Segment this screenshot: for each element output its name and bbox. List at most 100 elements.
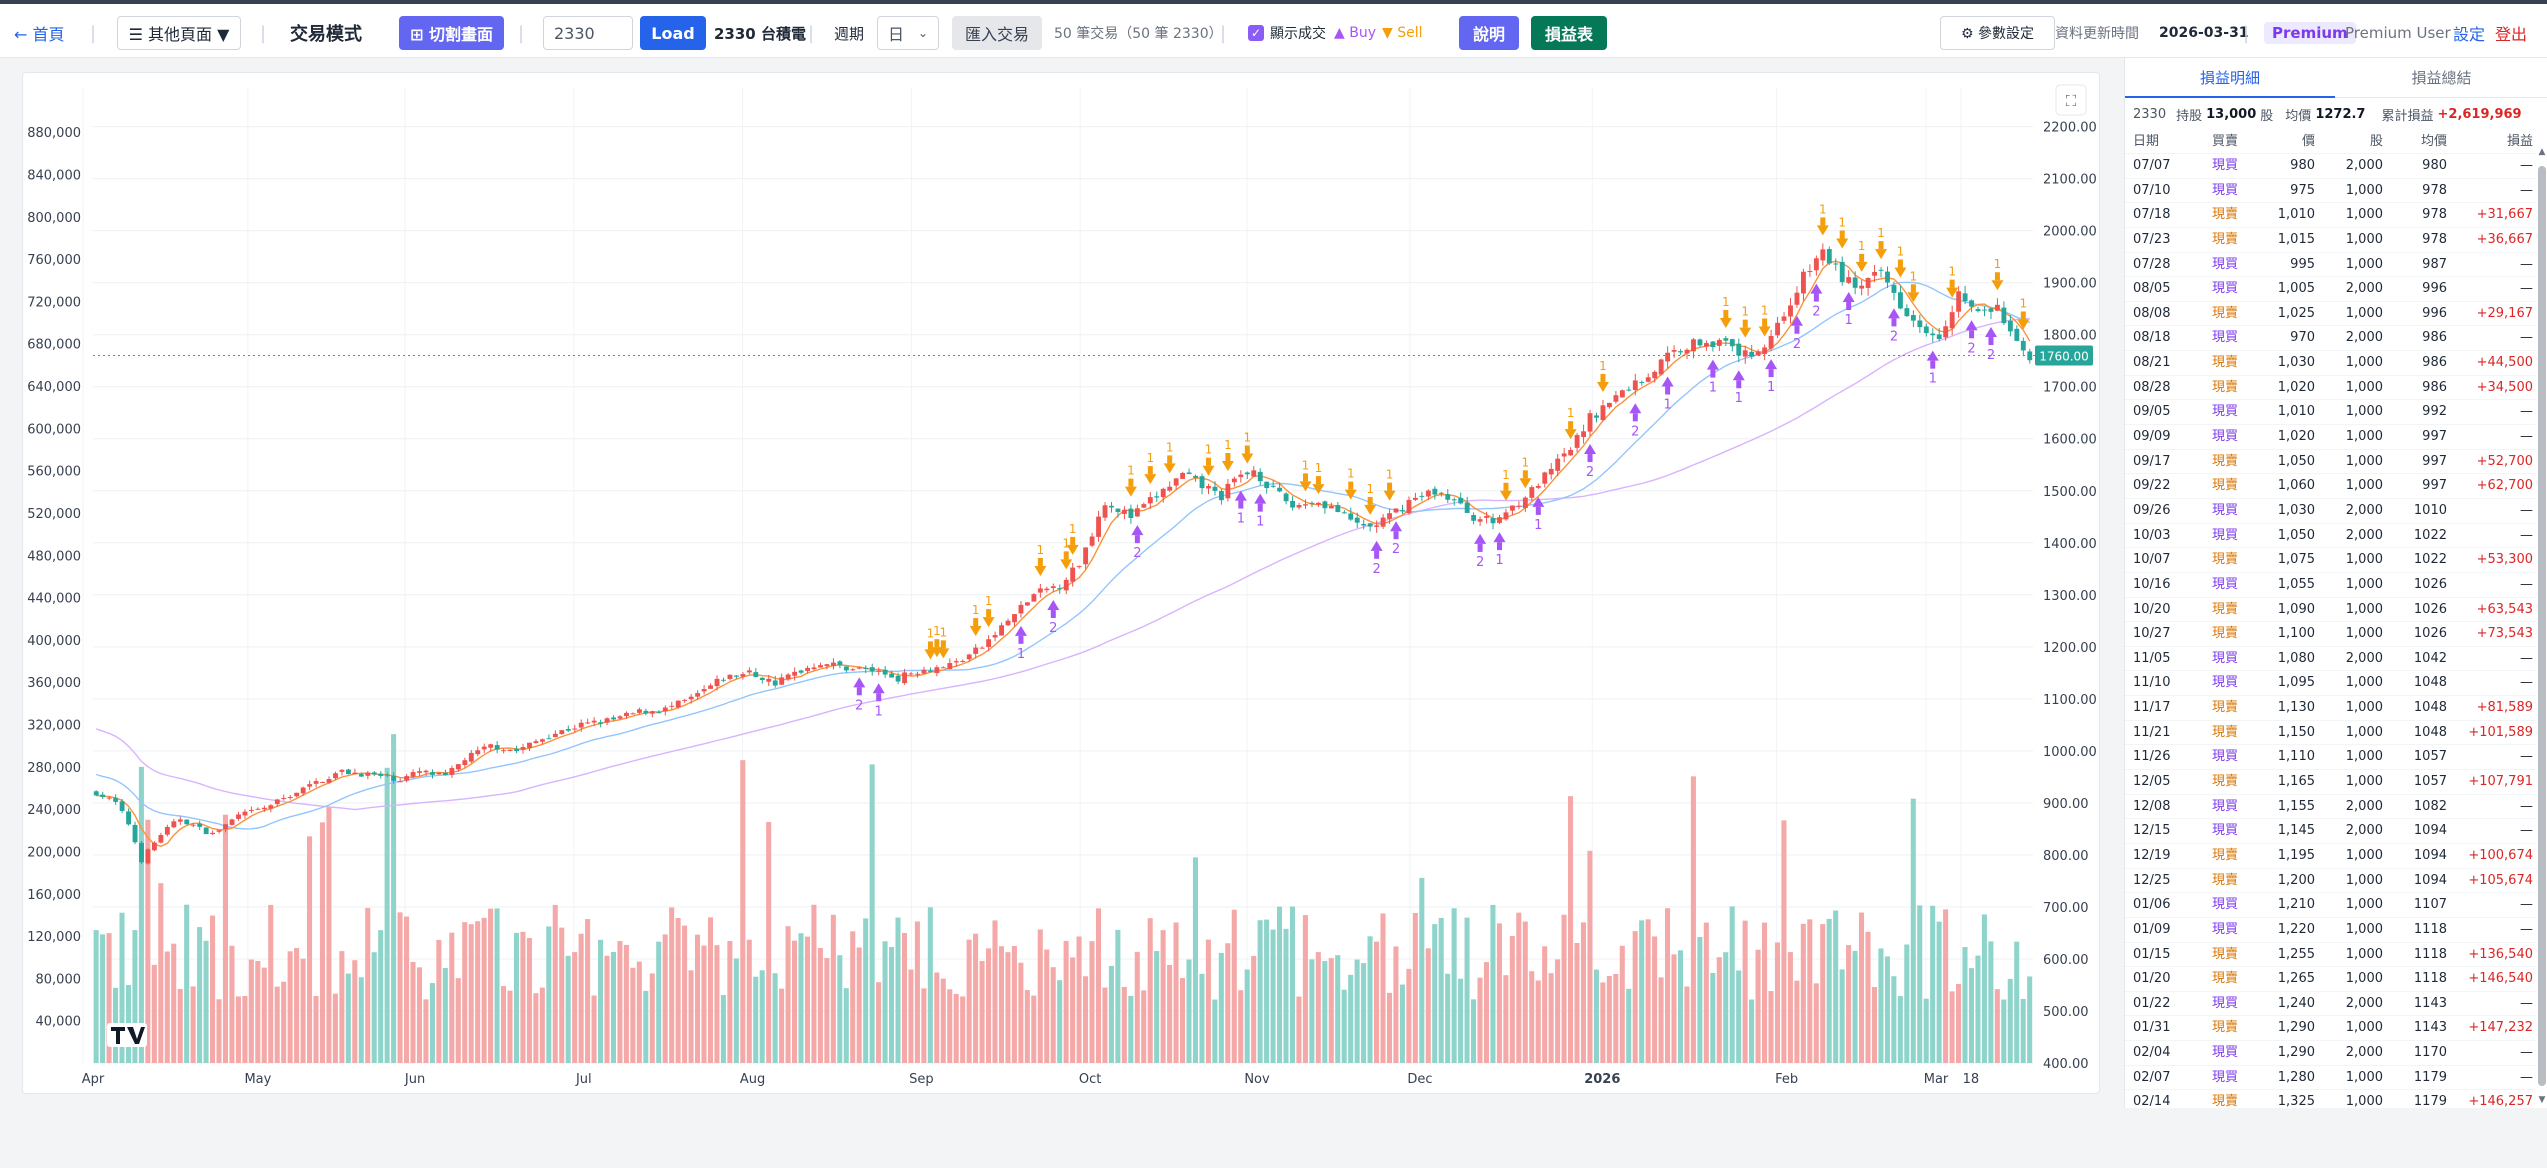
table-row[interactable]: 01/31 現賣 1,290 1,000 1143 +147,232 [2125, 1016, 2535, 1042]
table-row[interactable]: 08/18 現買 970 2,000 986 — [2125, 326, 2535, 352]
table-row[interactable]: 12/05 現賣 1,165 1,000 1057 +107,791 [2125, 770, 2535, 795]
sell-marker-count: 1 [1877, 226, 1885, 240]
table-row[interactable]: 12/25 現賣 1,200 1,000 1094 +105,674 [2125, 869, 2535, 894]
settings-link[interactable]: 設定 [2453, 25, 2486, 44]
volume-bar [1095, 908, 1101, 1063]
table-row[interactable]: 10/16 現買 1,055 1,000 1026 — [2125, 573, 2535, 598]
help-button[interactable]: 說明 [1459, 16, 1519, 50]
params-settings-button[interactable]: ⚙ 參數設定 [1940, 16, 2055, 50]
table-row[interactable]: 09/26 現買 1,030 2,000 1010 — [2125, 499, 2535, 524]
table-row[interactable]: 08/05 現買 1,005 2,000 996 — [2125, 277, 2535, 302]
table-row[interactable]: 08/21 現賣 1,030 1,000 986 +44,500 [2125, 351, 2535, 376]
table-row[interactable]: 01/15 現賣 1,255 1,000 1118 +136,540 [2125, 943, 2535, 968]
table-row[interactable]: 09/09 現買 1,020 1,000 997 — [2125, 425, 2535, 450]
volume-bar [572, 952, 578, 1063]
scroll-up-icon[interactable]: ▲ [2538, 147, 2546, 157]
price-tick-label: 1200.00 [2043, 641, 2097, 656]
sell-marker-stem [1387, 482, 1393, 491]
candle-body [831, 662, 836, 666]
table-row[interactable]: 11/05 現買 1,080 2,000 1042 — [2125, 647, 2535, 672]
split-view-button[interactable]: ⊞ 切割畫面 [399, 16, 504, 50]
cell-pnl: — [2520, 330, 2533, 346]
cell-qty: 1,000 [2345, 404, 2383, 420]
table-row[interactable]: 01/20 現賣 1,265 1,000 1118 +146,540 [2125, 967, 2535, 992]
table-row[interactable]: 10/20 現賣 1,090 1,000 1026 +63,543 [2125, 598, 2535, 623]
cell-date: 12/19 [2133, 847, 2171, 863]
table-row[interactable]: 08/28 現賣 1,020 1,000 986 +34,500 [2125, 376, 2535, 401]
candle-body [1141, 504, 1147, 508]
data-update-date: 2026-03-31 [2159, 25, 2249, 41]
load-button[interactable]: Load [640, 16, 706, 50]
table-row[interactable]: 01/06 現買 1,210 1,000 1107 — [2125, 893, 2535, 918]
buy-marker-stem [1257, 503, 1263, 512]
table-row[interactable]: 09/17 現賣 1,050 1,000 997 +52,700 [2125, 450, 2535, 475]
candle-body [624, 712, 629, 717]
table-row[interactable]: 09/22 現賣 1,060 1,000 997 +62,700 [2125, 474, 2535, 499]
home-link[interactable]: ← 首頁 [14, 25, 65, 44]
table-row[interactable]: 01/09 現買 1,220 1,000 1118 — [2125, 918, 2535, 943]
buy-marker-stem [1969, 330, 1975, 339]
table-row[interactable]: 08/08 現賣 1,025 1,000 996 +29,167 [2125, 302, 2535, 327]
volume-bar [1063, 940, 1069, 1063]
table-row[interactable]: 07/07 現買 980 2,000 980 — [2125, 154, 2535, 179]
candle-body [268, 805, 274, 809]
candle-body [1710, 341, 1716, 348]
table-row[interactable]: 07/10 現買 975 1,000 978 — [2125, 179, 2535, 204]
table-row[interactable]: 11/17 現賣 1,130 1,000 1048 +81,589 [2125, 696, 2535, 721]
x-tick-label: Mar [1924, 1072, 1949, 1087]
candle-body [598, 722, 604, 724]
other-pages-dropdown[interactable]: ☰ 其他頁面 ▼ [117, 16, 241, 50]
table-row[interactable]: 07/28 現買 995 1,000 987 — [2125, 253, 2535, 278]
tab-pnl-detail[interactable]: 損益明細 [2125, 58, 2335, 98]
volume-bar [520, 931, 526, 1063]
sell-marker-stem [1839, 230, 1845, 239]
candle-body [669, 705, 675, 707]
cell-side: 現賣 [2211, 453, 2238, 469]
table-row[interactable]: 11/21 現賣 1,150 1,000 1048 +101,589 [2125, 721, 2535, 746]
sell-marker-icon [1060, 559, 1073, 570]
cell-price: 1,100 [2277, 626, 2315, 642]
candle-body [514, 748, 519, 752]
volume-bar [940, 978, 946, 1063]
candle-body [255, 808, 261, 810]
logout-link[interactable]: 登出 [2495, 25, 2528, 44]
candle-body [798, 670, 804, 673]
candle-body [1438, 492, 1444, 494]
divider: | [518, 22, 525, 44]
table-row[interactable]: 10/07 現賣 1,075 1,000 1022 +53,300 [2125, 548, 2535, 573]
sell-marker-stem [1762, 318, 1768, 327]
table-row[interactable]: 11/26 現買 1,110 1,000 1057 — [2125, 745, 2535, 771]
scroll-down-icon[interactable]: ▼ [2538, 1095, 2546, 1105]
buy-marker-stem [1393, 531, 1399, 540]
table-row[interactable]: 12/15 現買 1,145 2,000 1094 — [2125, 819, 2535, 844]
table-row[interactable]: 10/27 現賣 1,100 1,000 1026 +73,543 [2125, 622, 2535, 647]
tab-pnl-summary[interactable]: 損益總結 [2335, 58, 2547, 98]
table-row[interactable]: 12/08 現買 1,155 2,000 1082 — [2125, 795, 2535, 820]
import-trades-button[interactable]: 匯入交易 [952, 16, 1042, 50]
cell-qty: 1,000 [2345, 749, 2383, 765]
scrollbar[interactable]: ▲ ▼ [2535, 146, 2547, 1106]
table-row[interactable]: 10/03 現買 1,050 2,000 1022 — [2125, 524, 2535, 549]
table-row[interactable]: 11/10 現買 1,095 1,000 1048 — [2125, 671, 2535, 697]
table-row[interactable]: 07/18 現賣 1,010 1,000 978 +31,667 [2125, 203, 2535, 228]
table-row[interactable]: 02/14 現賣 1,325 1,000 1179 +146,257 [2125, 1090, 2535, 1115]
show-trades-toggle[interactable]: ✓ 顯示成交 ▲ Buy ▼ Sell [1248, 16, 1422, 50]
volume-bar [1639, 920, 1645, 1063]
volume-bar [546, 926, 552, 1063]
x-tick-label: Jun [404, 1072, 425, 1087]
candle-body [1219, 490, 1224, 501]
period-select[interactable]: 日 ⌄ [877, 16, 939, 50]
table-row[interactable]: 02/04 現買 1,290 2,000 1170 — [2125, 1041, 2535, 1066]
pnl-table-button[interactable]: 損益表 [1531, 16, 1607, 50]
volume-bar [1464, 917, 1470, 1063]
scrollbar-thumb[interactable] [2538, 166, 2546, 1086]
table-row[interactable]: 01/22 現買 1,240 2,000 1143 — [2125, 992, 2535, 1017]
table-row[interactable]: 02/07 現買 1,280 1,000 1179 — [2125, 1066, 2535, 1091]
table-row[interactable]: 09/05 現買 1,010 1,000 992 — [2125, 400, 2535, 426]
table-row[interactable]: 07/23 現賣 1,015 1,000 978 +36,667 [2125, 228, 2535, 253]
table-row[interactable]: 12/19 現賣 1,195 1,000 1094 +100,674 [2125, 844, 2535, 869]
symbol-input[interactable]: 2330 [543, 16, 633, 50]
volume-bar [1826, 918, 1832, 1063]
